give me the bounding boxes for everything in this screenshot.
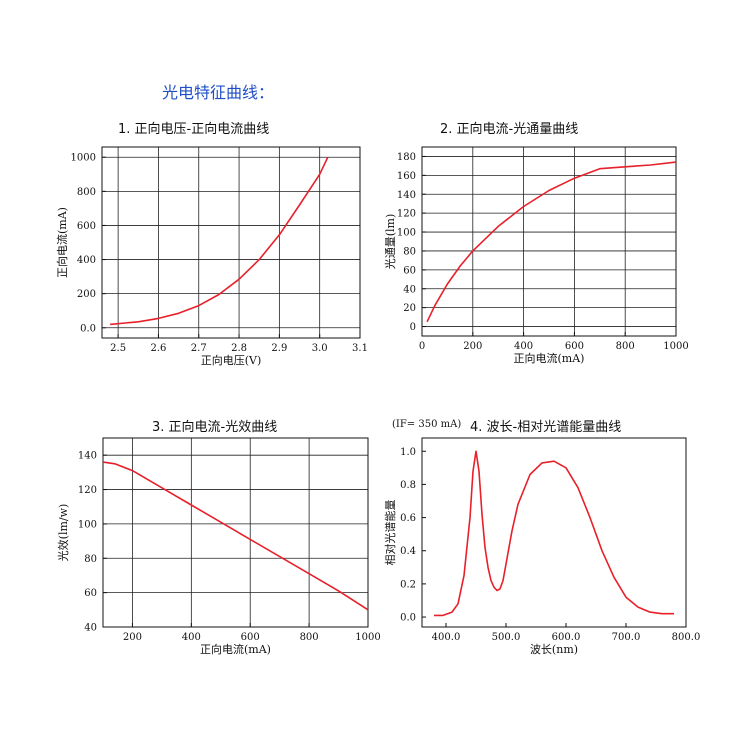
- chart4-x-tick-label: 800.0: [672, 632, 701, 643]
- chart4-condition-note: (IF= 350 mA): [392, 419, 462, 430]
- chart2-x-tick-label: 400: [514, 341, 533, 352]
- chart2-y-tick-label: 180: [397, 152, 416, 163]
- chart3-plot-frame: [102, 437, 369, 628]
- chart3-series-line: [102, 461, 369, 611]
- chart1-title: 1. 正向电压-正向电流曲线: [118, 122, 270, 137]
- chart3-y-tick-label: 60: [84, 588, 97, 599]
- chart3-y-tick-label: 120: [78, 485, 97, 496]
- chart3-x-tick-label: 400: [182, 632, 201, 643]
- chart4-y-tick-label: 0.6: [400, 513, 416, 524]
- chart1-y-tick-label: 400: [77, 255, 96, 266]
- chart3-x-tick-label: 600: [241, 632, 260, 643]
- chart2-y-axis-label: 光通量(lm): [383, 214, 397, 270]
- chart2-x-axis-label: 正向电流(mA): [514, 351, 585, 365]
- chart4-plot-frame: [421, 437, 687, 628]
- chart2-plot-frame: [421, 146, 677, 337]
- chart2-y-tick-label: 60: [403, 265, 416, 276]
- chart2-y-tick-label: 80: [403, 246, 416, 257]
- chart4-y-tick-label: 0.4: [400, 546, 416, 557]
- chart4-y-tick-label: 0.0: [400, 613, 416, 624]
- chart2-y-tick-label: 160: [397, 171, 416, 182]
- chart1-x-tick-label: 2.9: [271, 343, 287, 354]
- chart4-x-tick-label: 600.0: [552, 632, 581, 643]
- chart1-y-axis-label: 正向电流(mA): [55, 207, 69, 278]
- chart3-y-tick-label: 140: [78, 451, 97, 462]
- chart2-series-line: [426, 161, 677, 323]
- chart4-title: 4. 波长-相对光谱能量曲线: [470, 420, 622, 435]
- chart2-x-tick-label: 800: [616, 341, 635, 352]
- chart4-x-tick-label: 700.0: [612, 632, 641, 643]
- chart4-y-axis-label: 相对光谱能量: [383, 500, 397, 566]
- chart3-x-axis-label: 正向电流(mA): [200, 642, 271, 656]
- chart4-series-line: [434, 450, 674, 617]
- chart3-y-tick-label: 80: [84, 554, 97, 565]
- chart3-y-tick-label: 40: [84, 623, 97, 634]
- chart1-group: 2.5 2.6 2.7 2.8 2.9 3.0 3.1 0.0 200 400 600 800 1000…: [55, 146, 368, 367]
- chart3-y-tick-label: 100: [78, 519, 97, 530]
- chart1-y-tick-label: 1000: [71, 153, 96, 164]
- chart2-group: 0 200 400 600 800 1000 0 20 40 60 80 100 120 140 160 18…: [383, 146, 689, 365]
- chart2-x-tick-label: 200: [463, 341, 482, 352]
- chart1-series-line: [110, 156, 329, 326]
- chart1-x-tick-label: 2.8: [231, 343, 247, 354]
- chart3-group: 200 400 600 800 1000 40 60 80 100 120 140 正向电流(mA) 光…: [56, 437, 381, 656]
- chart4-x-tick-label: 500.0: [492, 632, 521, 643]
- chart1-x-tick-label: 2.6: [150, 343, 166, 354]
- chart2-y-tick-label: 120: [397, 209, 416, 220]
- chart4-y-tick-label: 1.0: [400, 447, 416, 458]
- chart2-y-tick-label: 40: [403, 284, 416, 295]
- chart2-y-tick-label: 140: [397, 190, 416, 201]
- chart1-y-tick-label: 800: [77, 187, 96, 198]
- chart1-y-tick-label: 600: [77, 221, 96, 232]
- chart4-group: 400.0 500.0 600.0 700.0 800.0 0.0 0.2 0.4 0.6 0.8…: [383, 437, 701, 656]
- chart2-title: 2. 正向电流-光通量曲线: [440, 122, 579, 137]
- chart1-x-axis-label: 正向电压(V): [201, 353, 262, 367]
- chart1-x-tick-label: 3.1: [352, 343, 368, 354]
- chart1-y-tick-label: 0.0: [80, 323, 96, 334]
- chart3-y-axis-label: 光效(lm/w): [56, 504, 70, 562]
- chart2-x-tick-label: 1000: [663, 341, 688, 352]
- chart1-plot-frame: [101, 146, 361, 339]
- chart3-x-tick-label: 800: [300, 632, 319, 643]
- chart2-x-tick-label: 600: [565, 341, 584, 352]
- chart1-x-tick-label: 2.5: [110, 343, 126, 354]
- chart4-x-tick-label: 400.0: [432, 632, 461, 643]
- page-title: 光电特征曲线：: [162, 83, 275, 102]
- chart4-y-tick-label: 0.2: [400, 579, 416, 590]
- chart1-x-tick-label: 2.7: [191, 343, 207, 354]
- chart3-x-tick-label: 200: [123, 632, 142, 643]
- chart1-y-tick-label: 200: [77, 289, 96, 300]
- chart2-x-tick-label: 0: [419, 341, 425, 352]
- chart1-x-tick-label: 3.0: [312, 343, 328, 354]
- chart2-y-tick-label: 100: [397, 228, 416, 239]
- chart4-x-axis-label: 波长(nm): [530, 643, 578, 656]
- chart3-x-tick-label: 1000: [355, 632, 380, 643]
- chart4-y-tick-label: 0.8: [400, 480, 416, 491]
- chart3-title: 3. 正向电流-光效曲线: [152, 420, 278, 435]
- chart2-y-tick-label: 0: [410, 322, 416, 333]
- chart2-y-tick-label: 20: [403, 303, 416, 314]
